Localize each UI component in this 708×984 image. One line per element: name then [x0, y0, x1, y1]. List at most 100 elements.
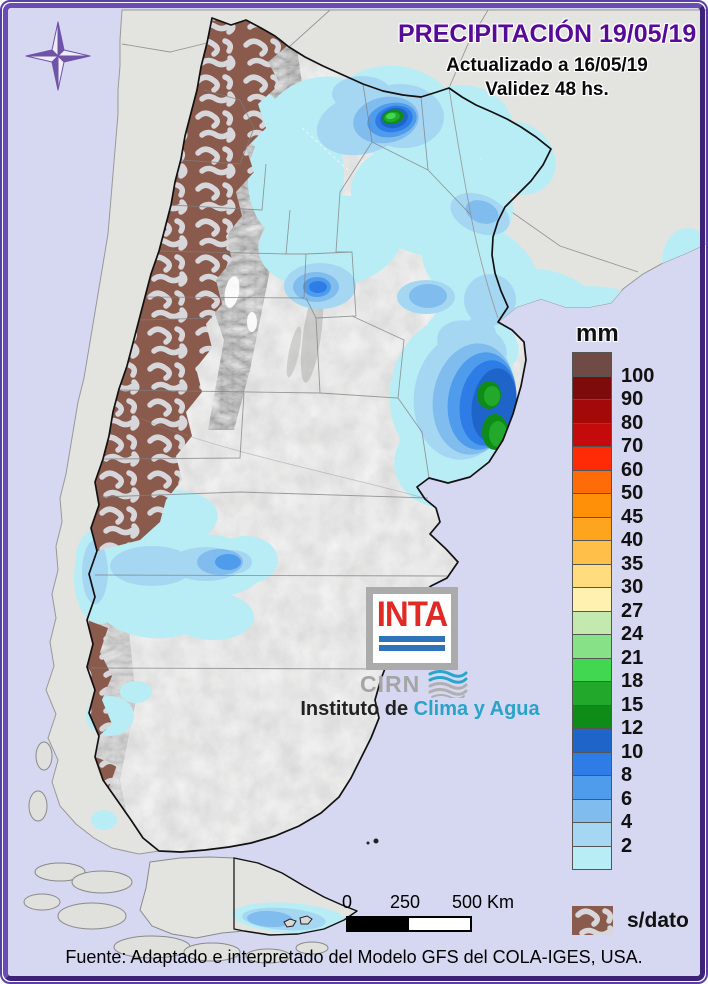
- legend-value: 15: [621, 693, 644, 716]
- legend-value: 12: [621, 717, 644, 739]
- legend-row: 18: [572, 657, 643, 692]
- legend-swatch: [573, 823, 611, 846]
- legend-swatch: [573, 799, 611, 822]
- inta-logo-bars: [379, 636, 445, 654]
- legend-value: 60: [621, 458, 644, 481]
- legend-row: 21: [572, 634, 643, 669]
- malvinas-islands: [283, 915, 313, 928]
- legend-row: 50: [572, 469, 643, 504]
- legend-swatch: [573, 682, 611, 705]
- legend-value: 27: [621, 599, 644, 622]
- legend-value: 100: [621, 364, 655, 387]
- inta-logo-inner: INTA: [373, 593, 451, 663]
- legend-value: 45: [621, 505, 644, 528]
- legend-row: 27: [572, 587, 643, 622]
- institute-prefix: Instituto de: [300, 698, 414, 720]
- rivers: [139, 87, 499, 499]
- cirn-label: CIRN: [360, 670, 421, 697]
- legend-row: [572, 845, 612, 870]
- neighbor-borders: [121, 9, 639, 273]
- legend-value: 50: [621, 482, 644, 504]
- legend-swatch: [573, 494, 611, 517]
- isla-de-los-estados: [366, 838, 379, 845]
- legend-value: 10: [621, 740, 644, 763]
- legend-value: 4: [621, 811, 633, 833]
- legend-value: 8: [621, 764, 633, 786]
- legend-row: 15: [572, 681, 643, 716]
- legend-value: 90: [621, 388, 644, 410]
- legend-row: 12: [572, 704, 643, 739]
- legend-row: 2: [572, 822, 632, 857]
- legend-swatch: [573, 588, 611, 611]
- scale-zero-label: 0: [342, 892, 353, 912]
- legend-swatch: [573, 611, 611, 634]
- legend-row: 70: [572, 422, 643, 457]
- legend-value: 35: [621, 552, 644, 575]
- legend-swatch: [573, 752, 611, 775]
- legend-row: 10: [572, 728, 643, 763]
- legend-swatch: [573, 705, 611, 728]
- inta-logo-text: INTA: [376, 593, 449, 634]
- validity-text: Validez 48 hs.: [485, 79, 609, 100]
- scale-end-label: 500 Km: [452, 892, 515, 912]
- compass-icon: [25, 21, 91, 91]
- legend-row: 80: [572, 399, 643, 434]
- cirn-branding: CIRN: [360, 670, 468, 698]
- legend-value: 30: [621, 576, 644, 598]
- legend-row: 24: [572, 610, 643, 645]
- updated-text: Actualizado a 16/05/19: [446, 55, 648, 76]
- legend-row: 6: [572, 775, 632, 810]
- legend-no-data: s/dato: [572, 906, 689, 935]
- legend-row: 100: [572, 352, 654, 387]
- legend-swatch: [573, 517, 611, 540]
- legend-swatch: [573, 635, 611, 658]
- legend-swatch: [573, 376, 611, 399]
- legend-row: 45: [572, 493, 643, 528]
- legend-row: 60: [572, 446, 643, 481]
- legend-swatch: [573, 447, 611, 470]
- legend-row: 40: [572, 516, 643, 551]
- legend-value: 24: [621, 623, 644, 645]
- scale-mid-label: 250: [390, 892, 421, 912]
- wave-icon: [428, 670, 468, 698]
- legend-value: 6: [621, 787, 633, 810]
- legend: 100 90 80 70 60 50: [572, 352, 702, 870]
- legend-swatch: [573, 564, 611, 587]
- institute-label: Instituto de Clima y Agua: [250, 698, 590, 721]
- legend-value: 2: [621, 834, 633, 857]
- inta-logo: INTA: [366, 587, 458, 670]
- legend-row: 4: [572, 798, 632, 833]
- institute-name: Clima y Agua: [413, 698, 540, 720]
- legend-value: 40: [621, 529, 644, 551]
- scale-bar-fill: [348, 918, 409, 930]
- source-text: Fuente: Adaptado e interpretado del Mode…: [65, 947, 643, 967]
- no-data-label: s/dato: [627, 908, 689, 932]
- legend-value: 80: [621, 411, 644, 434]
- legend-row: 35: [572, 540, 643, 575]
- scale-bar-graphic: [346, 916, 472, 932]
- legend-value: 18: [621, 670, 644, 692]
- legend-value: 21: [621, 646, 644, 669]
- legend-swatch: [573, 423, 611, 446]
- legend-value: 70: [621, 435, 644, 457]
- legend-swatch: [573, 353, 611, 376]
- legend-swatch: [573, 400, 611, 423]
- legend-swatch: [573, 729, 611, 752]
- legend-swatch: [573, 846, 611, 869]
- chilean-islands: [23, 741, 329, 964]
- page-title: PRECIPITACIÓN 19/05/19: [398, 20, 697, 48]
- tierra-del-fuego-argentina-outline: [233, 857, 358, 936]
- legend-swatch: [573, 776, 611, 799]
- legend-unit-label: mm: [576, 320, 619, 347]
- no-data-swatch: [572, 906, 613, 935]
- legend-swatch: [573, 658, 611, 681]
- legend-swatch: [573, 470, 611, 493]
- scale-bar: 0 250 500 Km: [334, 892, 534, 936]
- legend-row: 8: [572, 751, 632, 786]
- legend-swatch: [573, 541, 611, 564]
- legend-row: 90: [572, 375, 643, 410]
- province-borders: [90, 83, 471, 670]
- header: PRECIPITACIÓN 19/05/19 Actualizado a 16/…: [398, 20, 696, 101]
